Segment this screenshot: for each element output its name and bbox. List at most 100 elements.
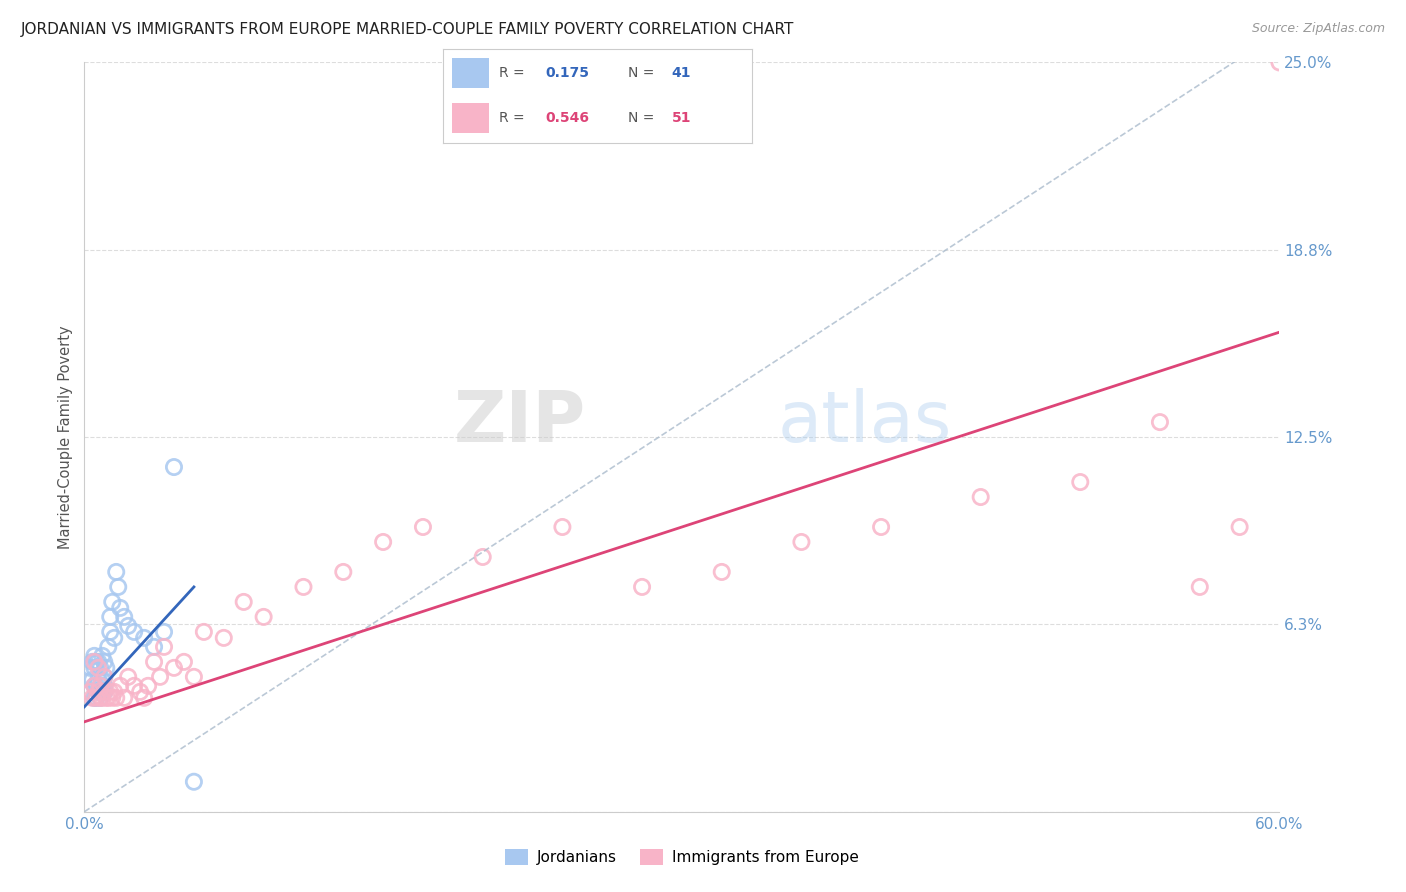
Point	[253, 610, 276, 624]
Text: R =: R =	[499, 112, 524, 126]
Point	[163, 460, 186, 475]
Point	[870, 520, 893, 534]
Point	[89, 690, 111, 705]
Point	[710, 565, 733, 579]
Point	[98, 610, 121, 624]
Point	[91, 685, 114, 699]
Point	[153, 624, 176, 639]
Point	[631, 580, 654, 594]
Point	[1069, 475, 1091, 489]
Point	[79, 685, 101, 699]
Point	[103, 685, 125, 699]
Point	[89, 690, 111, 705]
Point	[112, 690, 135, 705]
Point	[82, 690, 104, 705]
Point	[112, 610, 135, 624]
Point	[93, 679, 115, 693]
Point	[89, 661, 111, 675]
Text: ZIP: ZIP	[454, 388, 586, 457]
Point	[193, 624, 215, 639]
Point	[89, 679, 111, 693]
Point	[93, 655, 115, 669]
Point	[143, 640, 166, 654]
Point	[373, 535, 395, 549]
Point	[163, 661, 186, 675]
Point	[79, 661, 101, 675]
Point	[98, 624, 121, 639]
Point	[232, 595, 254, 609]
Point	[143, 655, 166, 669]
Point	[87, 655, 110, 669]
Point	[970, 490, 993, 504]
Point	[83, 655, 105, 669]
Point	[96, 690, 118, 705]
Point	[83, 679, 105, 693]
Legend: Jordanians, Immigrants from Europe: Jordanians, Immigrants from Europe	[499, 843, 865, 871]
Text: atlas: atlas	[778, 388, 952, 457]
Point	[110, 679, 132, 693]
Point	[129, 685, 152, 699]
Point	[122, 624, 145, 639]
Point	[97, 640, 120, 654]
Point	[91, 690, 114, 705]
Point	[110, 601, 132, 615]
Point	[149, 670, 172, 684]
Point	[93, 670, 115, 684]
Point	[87, 685, 110, 699]
Point	[551, 520, 574, 534]
Text: JORDANIAN VS IMMIGRANTS FROM EUROPE MARRIED-COUPLE FAMILY POVERTY CORRELATION CH: JORDANIAN VS IMMIGRANTS FROM EUROPE MARR…	[21, 22, 794, 37]
Point	[107, 580, 129, 594]
Point	[292, 580, 315, 594]
Point	[1188, 580, 1211, 594]
Point	[790, 535, 813, 549]
Point	[122, 679, 145, 693]
Point	[183, 670, 205, 684]
Point	[86, 690, 108, 705]
Text: Source: ZipAtlas.com: Source: ZipAtlas.com	[1251, 22, 1385, 36]
Point	[132, 631, 156, 645]
Text: R =: R =	[499, 66, 524, 80]
Point	[83, 661, 105, 675]
Point	[93, 685, 115, 699]
Bar	[453, 103, 489, 134]
Point	[136, 679, 159, 693]
Point	[105, 565, 128, 579]
Point	[91, 673, 114, 687]
Point	[471, 549, 494, 564]
Point	[98, 685, 121, 699]
Text: 0.175: 0.175	[546, 66, 589, 80]
Point	[332, 565, 354, 579]
Point	[412, 520, 434, 534]
Point	[83, 690, 105, 705]
Text: 0.546: 0.546	[546, 112, 589, 126]
Point	[132, 690, 156, 705]
Point	[1268, 55, 1291, 70]
Point	[82, 655, 104, 669]
Point	[101, 595, 124, 609]
Text: 51: 51	[672, 112, 692, 126]
Point	[96, 661, 118, 675]
Point	[86, 690, 108, 705]
Point	[91, 648, 114, 663]
Point	[103, 631, 125, 645]
Point	[212, 631, 235, 645]
Point	[173, 655, 195, 669]
Point	[183, 774, 205, 789]
Point	[86, 679, 108, 693]
Y-axis label: Married-Couple Family Poverty: Married-Couple Family Poverty	[58, 326, 73, 549]
Point	[87, 673, 110, 687]
Point	[83, 679, 105, 693]
Point	[86, 655, 108, 669]
Point	[79, 685, 101, 699]
Point	[93, 670, 115, 684]
Point	[105, 690, 128, 705]
Point	[93, 685, 115, 699]
Point	[83, 648, 105, 663]
Point	[1149, 415, 1171, 429]
Point	[89, 679, 111, 693]
Text: N =: N =	[628, 66, 655, 80]
Point	[117, 670, 139, 684]
Point	[82, 673, 104, 687]
Point	[87, 661, 110, 675]
Point	[153, 640, 176, 654]
